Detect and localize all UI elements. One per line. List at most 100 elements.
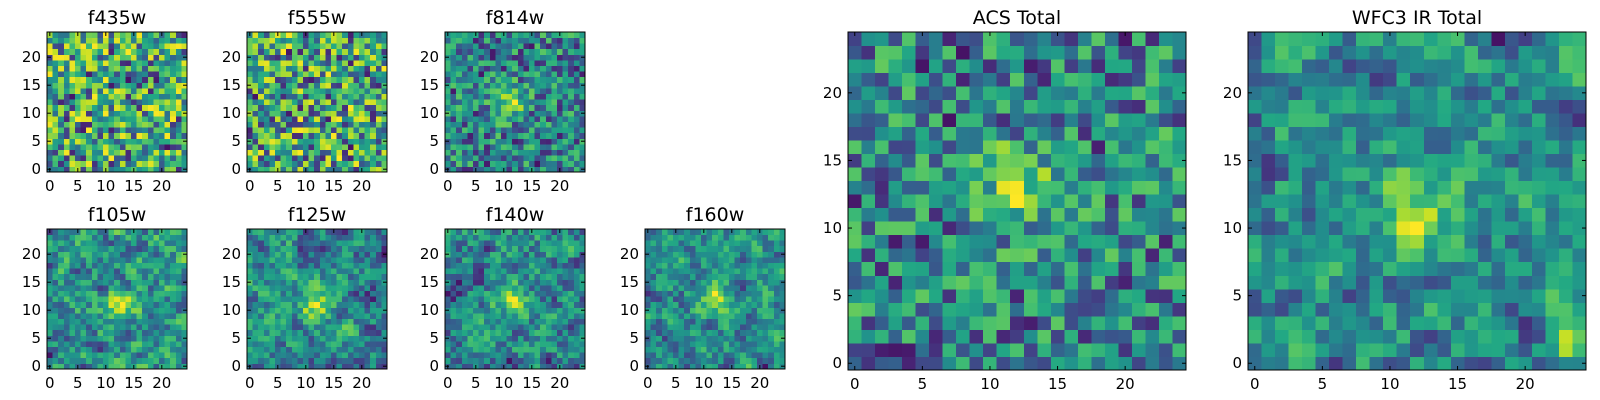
heatmap-cell xyxy=(91,335,98,342)
heatmap-cell xyxy=(142,290,149,297)
heatmap-cell xyxy=(1131,248,1146,263)
heatmap-cell xyxy=(701,335,707,342)
heatmap-cell xyxy=(450,149,457,156)
heatmap-cell xyxy=(159,82,165,89)
heatmap-cell xyxy=(164,240,171,247)
heatmap-cell xyxy=(512,290,519,297)
heatmap-cell xyxy=(269,268,276,275)
heatmap-cell xyxy=(375,262,382,269)
heatmap-cell xyxy=(506,93,513,100)
heatmap-cell xyxy=(568,346,575,353)
heatmap-cell xyxy=(534,245,541,252)
heatmap-cell xyxy=(650,273,657,280)
heatmap-cell xyxy=(501,357,507,364)
heatmap-cell xyxy=(108,257,115,263)
heatmap-cell xyxy=(717,335,724,342)
heatmap-cell xyxy=(153,132,160,139)
heatmap-cell xyxy=(673,262,679,269)
heatmap-cell xyxy=(506,32,513,38)
heatmap-cell xyxy=(983,261,998,276)
heatmap-cell xyxy=(263,273,270,280)
heatmap-cell xyxy=(91,273,98,280)
heatmap-cell xyxy=(506,43,513,50)
heatmap-cell xyxy=(114,279,121,286)
heatmap-cell xyxy=(275,341,281,347)
heatmap-cell xyxy=(331,341,337,347)
heatmap-cell xyxy=(314,43,321,50)
heatmap-cell xyxy=(47,155,53,162)
heatmap-cell xyxy=(915,180,930,195)
heatmap-cell xyxy=(75,290,81,297)
heatmap-cell xyxy=(573,296,580,303)
heatmap-cell xyxy=(381,127,388,134)
heatmap-cell xyxy=(308,166,315,173)
heatmap-cell xyxy=(142,268,149,275)
heatmap-cell xyxy=(136,251,143,258)
heatmap-cell xyxy=(540,268,547,275)
heatmap-cell xyxy=(467,37,474,44)
heatmap-cell xyxy=(375,99,382,106)
heatmap-cell xyxy=(983,194,998,209)
heatmap-cell xyxy=(164,296,171,303)
heatmap-cell xyxy=(119,99,126,106)
heatmap-cell xyxy=(297,346,304,353)
heatmap-cell xyxy=(645,285,651,291)
heatmap-cell xyxy=(540,290,547,297)
heatmap-cell xyxy=(445,301,451,308)
heatmap-cell xyxy=(147,48,154,55)
heatmap-cell xyxy=(540,251,547,258)
heatmap-cell xyxy=(461,65,468,72)
heatmap-cell xyxy=(534,32,541,38)
heatmap-cell xyxy=(461,290,468,297)
x-tick-label: 0 xyxy=(245,177,255,195)
heatmap-cell xyxy=(461,43,468,50)
heatmap-cell xyxy=(58,279,65,286)
heatmap-cell xyxy=(336,285,343,291)
heatmap-cell xyxy=(456,341,463,347)
heatmap-cell xyxy=(52,76,59,83)
heatmap-cell xyxy=(375,335,382,342)
heatmap-cell xyxy=(331,71,337,78)
heatmap-cell xyxy=(450,290,457,297)
heatmap-cell xyxy=(142,76,149,83)
heatmap-cell xyxy=(495,48,502,55)
heatmap-cell xyxy=(540,149,547,156)
heatmap-cell xyxy=(478,318,485,325)
heatmap-cell xyxy=(275,234,281,241)
heatmap-cell xyxy=(701,290,707,297)
heatmap-cell xyxy=(540,54,547,61)
heatmap-cell xyxy=(445,296,451,303)
heatmap-cell xyxy=(280,251,287,258)
heatmap-cell xyxy=(164,262,171,269)
heatmap-cell xyxy=(484,257,491,263)
heatmap-cell xyxy=(1118,180,1133,195)
heatmap-cell xyxy=(1091,342,1106,357)
heatmap-cell xyxy=(347,363,354,370)
heatmap-cell xyxy=(164,138,171,145)
heatmap-cell xyxy=(1091,302,1106,317)
heatmap-cell xyxy=(170,313,177,319)
heatmap-cell xyxy=(489,329,496,336)
heatmap-cell xyxy=(86,329,93,336)
heatmap-cell xyxy=(336,335,343,342)
heatmap-cell xyxy=(86,257,93,263)
heatmap-cell xyxy=(773,245,780,252)
heatmap-cell xyxy=(450,99,457,106)
heatmap-cell xyxy=(353,155,360,162)
heatmap-cell xyxy=(478,352,485,359)
heatmap-cell xyxy=(103,127,109,134)
heatmap-cell xyxy=(347,65,354,72)
heatmap-cell xyxy=(63,110,70,117)
heatmap-cell xyxy=(517,144,524,150)
heatmap-cell xyxy=(319,43,326,50)
heatmap-cell xyxy=(275,138,281,145)
heatmap-cell xyxy=(258,234,265,241)
heatmap-cell xyxy=(86,88,93,94)
heatmap-cell xyxy=(370,324,377,331)
heatmap-cell xyxy=(353,273,360,280)
x-tick-label: 5 xyxy=(73,374,83,392)
heatmap-cell xyxy=(450,110,457,117)
heatmap-cell xyxy=(1010,315,1025,330)
heatmap-cell xyxy=(181,60,188,66)
heatmap-cell xyxy=(848,261,862,276)
